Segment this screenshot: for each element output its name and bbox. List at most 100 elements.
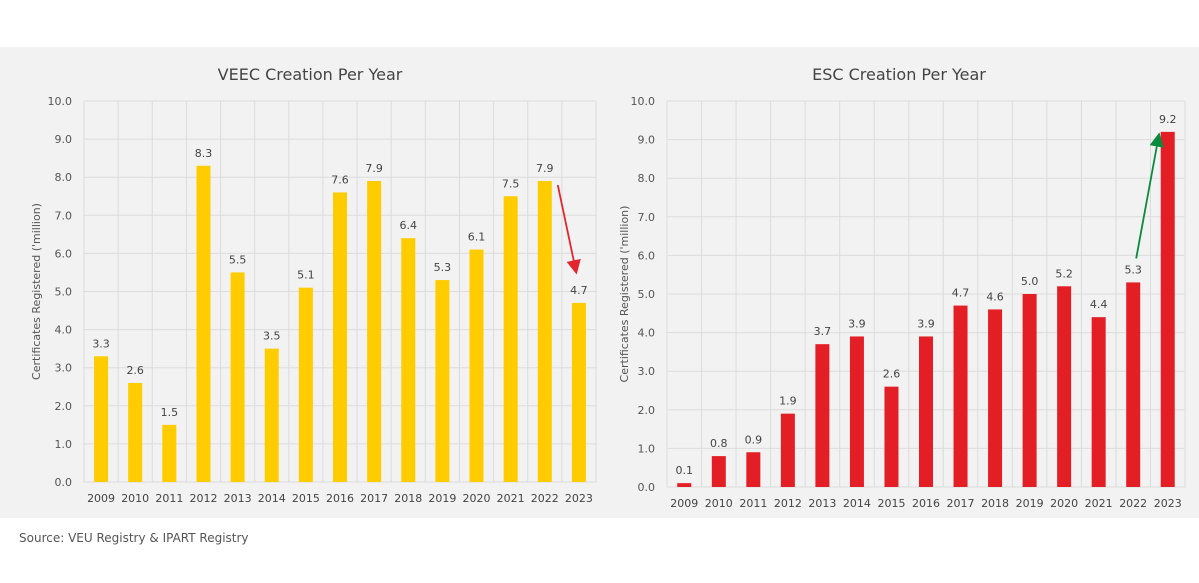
x-tick-label: 2023 [565,492,593,505]
y-tick-label: 0.0 [55,476,73,489]
bar-2023 [571,302,586,482]
bar-2017 [953,305,968,487]
y-tick-label: 3.0 [638,365,656,378]
data-label-2009: 0.1 [676,464,694,477]
trend-arrow-1 [1135,132,1164,259]
bar-2017 [367,181,382,482]
y-tick-label: 3.0 [55,362,73,375]
x-tick-label: 2016 [326,492,354,505]
x-tick-label: 2009 [87,492,115,505]
bar-2009 [94,356,109,482]
y-tick-label: 2.0 [638,404,656,417]
data-label-2014: 3.5 [263,330,281,343]
x-tick-label: 2019 [428,492,456,505]
x-tick-label: 2011 [155,492,183,505]
data-label-2022: 7.9 [536,162,554,175]
data-label-2013: 5.5 [229,253,247,266]
x-tick-label: 2014 [843,497,871,510]
x-tick-label: 2022 [531,492,559,505]
x-tick-label: 2018 [394,492,422,505]
trend-arrow-0 [556,184,581,275]
y-tick-label: 7.0 [55,209,73,222]
data-label-2017: 4.7 [952,287,970,300]
bar-2016 [333,192,347,482]
y-tick-label: 10.0 [48,95,73,108]
x-tick-label: 2019 [1016,497,1044,510]
y-tick-label: 6.0 [638,249,656,262]
data-label-2010: 0.8 [710,437,728,450]
x-tick-label: 2013 [808,497,836,510]
data-label-2016: 7.6 [331,173,349,186]
x-tick-label: 2009 [670,497,698,510]
data-label-2010: 2.6 [126,364,144,377]
x-tick-label: 2023 [1154,497,1182,510]
x-tick-label: 2018 [981,497,1009,510]
bar-2010 [711,456,726,487]
data-label-2018: 4.6 [986,290,1004,303]
data-label-2009: 3.3 [92,337,110,350]
x-tick-label: 2014 [258,492,286,505]
bar-2019 [1022,294,1037,487]
data-label-2012: 8.3 [195,147,213,160]
x-tick-label: 2015 [292,492,320,505]
bar-2012 [780,413,795,487]
data-label-2020: 5.2 [1055,267,1073,280]
data-label-2021: 4.4 [1090,298,1108,311]
x-tick-label: 2010 [121,492,149,505]
data-label-2013: 3.7 [814,325,832,338]
bar-2022 [1126,282,1141,487]
data-label-2020: 6.1 [468,231,486,244]
y-tick-label: 8.0 [55,171,73,184]
y-tick-label: 6.0 [55,247,73,260]
x-tick-label: 2012 [774,497,802,510]
bar-2014 [264,348,279,482]
x-tick-label: 2016 [912,497,940,510]
bar-2021 [1091,317,1106,487]
data-label-2019: 5.3 [434,261,452,274]
y-axis-label-1: Certificates Registered ('million) [618,206,631,383]
bar-2020 [1057,286,1072,487]
data-label-2023: 9.2 [1159,113,1177,126]
x-tick-label: 2015 [877,497,905,510]
bar-2013 [230,272,245,482]
y-tick-label: 7.0 [638,211,656,224]
bar-2009 [677,483,692,487]
data-label-2018: 6.4 [400,219,418,232]
data-label-2019: 5.0 [1021,275,1039,288]
x-tick-label: 2021 [1085,497,1113,510]
data-label-2022: 5.3 [1124,263,1142,276]
y-tick-label: 4.0 [55,324,73,337]
x-tick-label: 2022 [1119,497,1147,510]
chart-title-1: ESC Creation Per Year [812,65,986,84]
bar-2022 [537,181,552,482]
data-label-2023: 4.7 [570,284,588,297]
x-tick-label: 2020 [1050,497,1078,510]
bar-2018 [401,238,416,482]
bar-2014 [849,336,864,487]
data-label-2011: 1.5 [161,406,179,419]
bar-2018 [988,309,1003,487]
y-axis-label-0: Certificates Registered ('million) [30,203,43,380]
data-label-2012: 1.9 [779,395,797,408]
bar-2010 [128,382,143,482]
data-label-2015: 2.6 [883,368,901,381]
y-tick-label: 5.0 [55,286,73,299]
y-tick-label: 1.0 [55,438,73,451]
chart-title-0: VEEC Creation Per Year [218,65,403,84]
x-tick-label: 2013 [224,492,252,505]
y-tick-label: 9.0 [55,133,73,146]
x-tick-label: 2021 [497,492,525,505]
bar-2011 [162,424,177,482]
bar-2020 [469,249,484,482]
bar-2012 [196,165,211,482]
source-note: Source: VEU Registry & IPART Registry [19,531,249,545]
x-tick-label: 2010 [705,497,733,510]
bar-2015 [298,287,313,482]
bar-2015 [884,386,899,487]
y-tick-label: 9.0 [638,134,656,147]
x-tick-label: 2012 [189,492,217,505]
y-tick-label: 2.0 [55,400,73,413]
data-label-2015: 5.1 [297,269,315,282]
bar-2023 [1160,131,1175,487]
data-label-2017: 7.9 [365,162,383,175]
